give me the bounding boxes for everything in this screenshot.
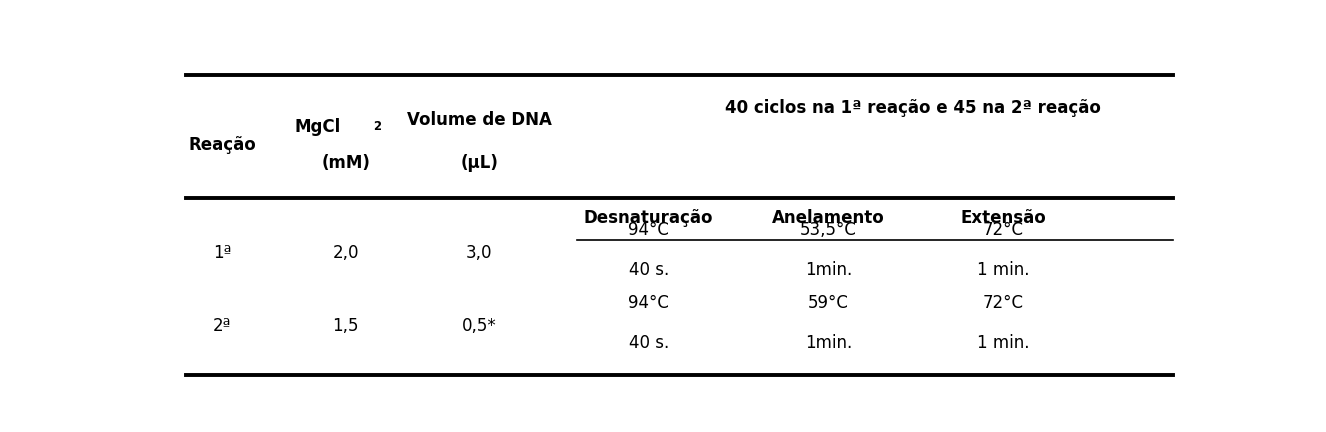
Text: 2: 2 [374,120,382,133]
Text: 1min.: 1min. [805,334,853,352]
Text: 40 s.: 40 s. [629,261,668,279]
Text: 1 min.: 1 min. [977,334,1029,352]
Text: 1ª: 1ª [213,244,232,262]
Text: 53,5°C: 53,5°C [800,221,857,239]
Text: 2,0: 2,0 [333,244,359,262]
Text: Reação: Reação [188,136,256,154]
Text: 1 min.: 1 min. [977,261,1029,279]
Text: Volume de DNA: Volume de DNA [407,111,552,129]
Text: 3,0: 3,0 [465,244,492,262]
Text: Desnaturação: Desnaturação [583,209,713,227]
Text: (mM): (mM) [321,154,370,172]
Text: 1min.: 1min. [805,261,853,279]
Text: (μL): (μL) [460,154,499,172]
Text: 40 ciclos na 1ª reação e 45 na 2ª reação: 40 ciclos na 1ª reação e 45 na 2ª reação [725,99,1102,118]
Text: 72°C: 72°C [983,294,1024,312]
Text: 2ª: 2ª [213,317,232,335]
Text: 1,5: 1,5 [333,317,359,335]
Text: 94°C: 94°C [629,221,670,239]
Text: Extensão: Extensão [960,209,1046,227]
Text: 94°C: 94°C [629,294,670,312]
Text: 59°C: 59°C [808,294,849,312]
Text: Anelamento: Anelamento [772,209,884,227]
Text: MgCl: MgCl [294,118,341,136]
Text: 72°C: 72°C [983,221,1024,239]
Text: 0,5*: 0,5* [461,317,496,335]
Text: 40 s.: 40 s. [629,334,668,352]
